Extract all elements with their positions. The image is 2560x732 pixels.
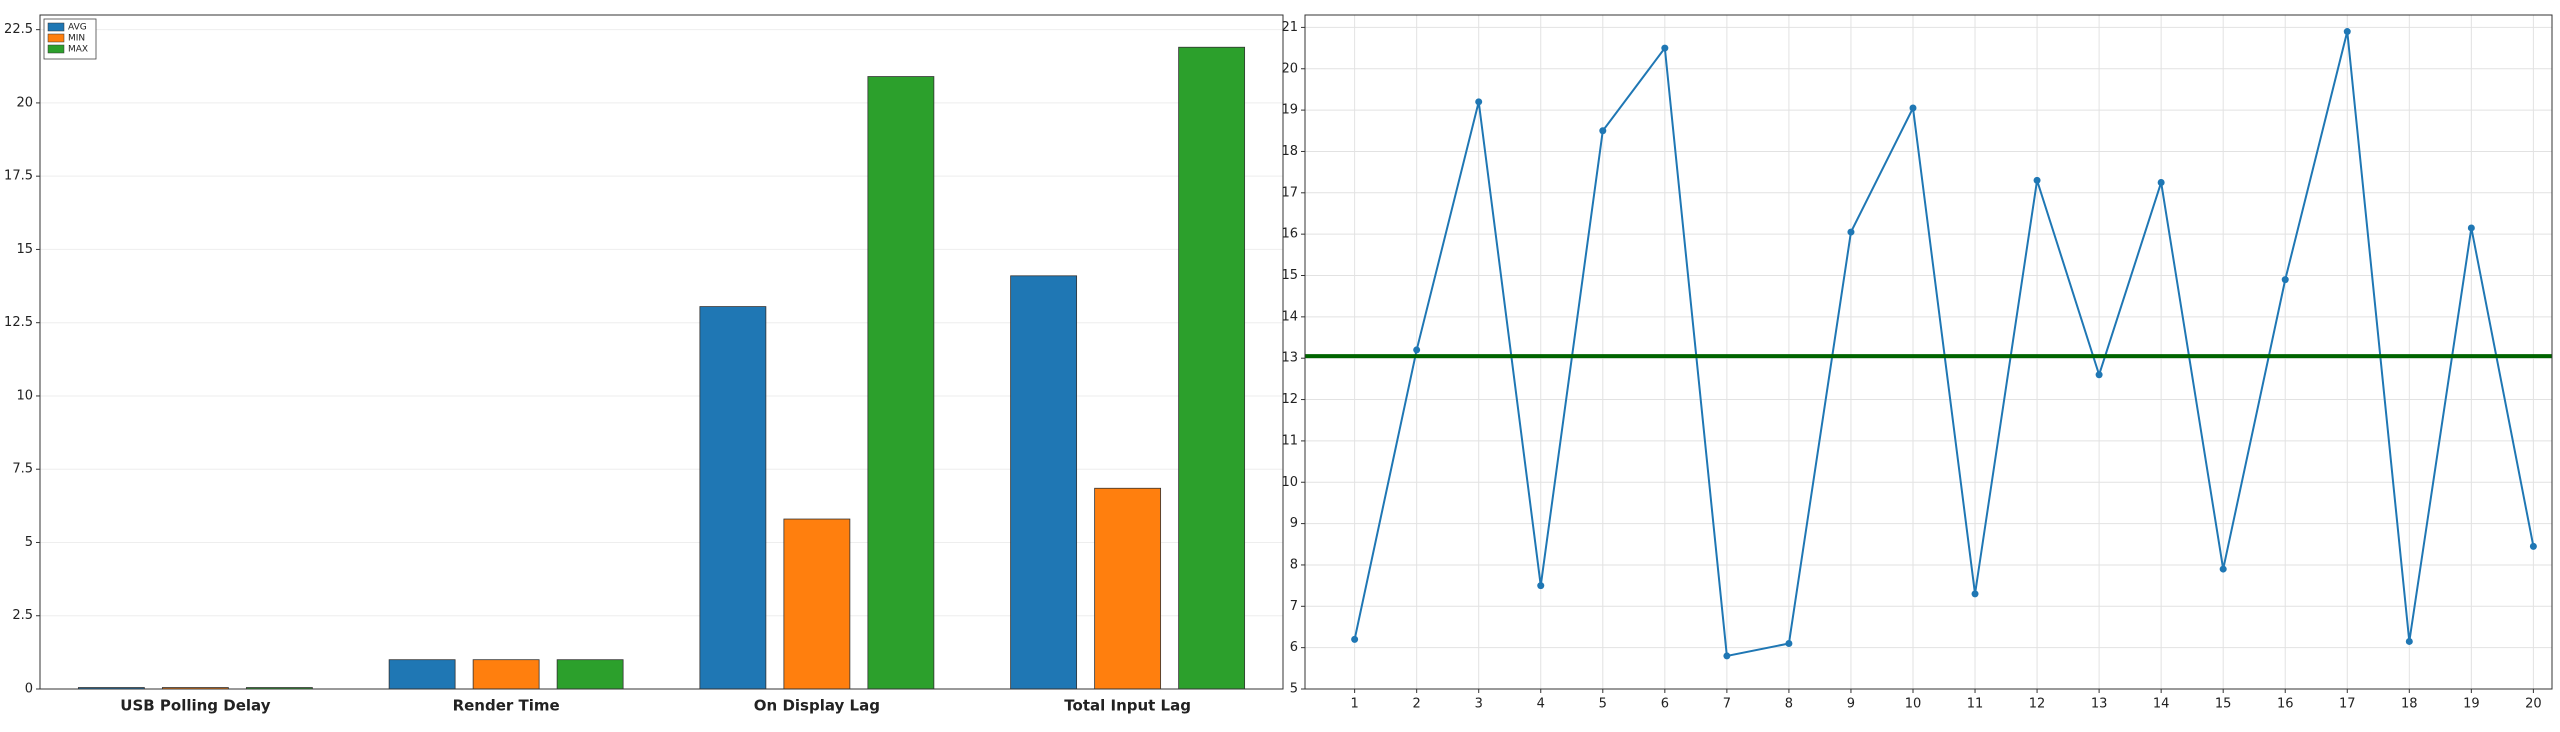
y-tick-label: 17 [1281, 185, 1298, 200]
bar [783, 518, 851, 690]
y-tick-label: 9 [1290, 516, 1298, 531]
point [1351, 635, 1359, 643]
point [1661, 44, 1669, 52]
point [2095, 371, 2103, 379]
point [1847, 228, 1855, 236]
x-tick-label: Render Time [453, 697, 560, 715]
y-tick-label: 14 [1281, 309, 1298, 324]
y-tick-label: 10 [16, 388, 33, 403]
point [1971, 590, 1979, 598]
bar [1178, 46, 1246, 690]
x-tick-label: 12 [2029, 697, 2046, 712]
x-tick-label: 5 [1599, 697, 1607, 712]
point [1475, 98, 1483, 106]
y-tick-label: 20 [1281, 61, 1298, 76]
x-tick-label: 13 [2091, 697, 2108, 712]
x-tick-label: Total Input Lag [1064, 697, 1191, 715]
point [1413, 346, 1421, 354]
point [2281, 276, 2289, 284]
x-tick-label: 10 [1905, 697, 1922, 712]
legend-label: AVG [68, 23, 87, 33]
y-tick-label: 2.5 [12, 608, 33, 623]
y-tick-label: 8 [1290, 557, 1298, 572]
legend-label: MIN [68, 34, 85, 44]
y-tick-label: 5 [1290, 682, 1298, 697]
plot-frame [39, 14, 1284, 690]
x-tick-label: 2 [1413, 697, 1421, 712]
legend-swatch [47, 22, 65, 32]
bar [388, 659, 456, 690]
y-tick-label: 7 [1290, 599, 1298, 614]
point [2033, 176, 2041, 184]
bar [1010, 275, 1078, 690]
y-tick-label: 15 [16, 242, 33, 257]
y-tick-label: 10 [1281, 475, 1298, 490]
x-tick-label: 14 [2153, 697, 2170, 712]
x-tick-label: 3 [1475, 697, 1483, 712]
point [2157, 178, 2165, 186]
y-tick-label: 12 [1281, 392, 1298, 407]
point [1537, 582, 1545, 590]
y-tick-label: 5 [25, 535, 33, 550]
y-tick-label: 16 [1281, 227, 1298, 242]
point [2405, 637, 2413, 645]
legend-swatch [47, 44, 65, 54]
x-tick-label: 1 [1350, 697, 1358, 712]
bar [867, 76, 935, 690]
y-tick-label: 0 [25, 682, 33, 697]
legend-swatch [47, 33, 65, 43]
y-tick-label: 21 [1281, 20, 1298, 35]
point [2219, 565, 2227, 573]
x-tick-label: 11 [1967, 697, 1984, 712]
point [1785, 640, 1793, 648]
y-tick-label: 12.5 [4, 315, 33, 330]
point [1723, 652, 1731, 660]
point [2467, 224, 2475, 232]
x-tick-label: On Display Lag [754, 697, 880, 715]
y-tick-label: 7.5 [12, 462, 33, 477]
bar [556, 659, 624, 690]
y-tick-label: 20 [16, 95, 33, 110]
x-tick-label: 19 [2463, 697, 2480, 712]
bar [1094, 487, 1162, 690]
x-tick-label: USB Polling Delay [120, 697, 270, 715]
point [1909, 104, 1917, 112]
x-tick-label: 7 [1723, 697, 1731, 712]
point [1599, 127, 1607, 135]
y-tick-label: 11 [1281, 433, 1298, 448]
x-tick-label: 9 [1847, 697, 1855, 712]
line-series [1353, 31, 2535, 658]
x-tick-label: 17 [2339, 697, 2356, 712]
x-tick-label: 6 [1661, 697, 1669, 712]
x-tick-label: 8 [1785, 697, 1793, 712]
y-tick-label: 13 [1281, 351, 1298, 366]
y-tick-label: 18 [1281, 144, 1298, 159]
y-tick-label: 15 [1281, 268, 1298, 283]
bar [699, 306, 767, 690]
point [2343, 28, 2351, 36]
legend-label: MAX [68, 45, 88, 55]
x-tick-label: 20 [2525, 697, 2542, 712]
y-tick-label: 17.5 [4, 169, 33, 184]
x-tick-label: 16 [2277, 697, 2294, 712]
x-tick-label: 15 [2215, 697, 2232, 712]
bar [472, 659, 540, 690]
y-tick-label: 22.5 [4, 22, 33, 37]
y-tick-label: 6 [1290, 640, 1298, 655]
x-tick-label: 4 [1537, 697, 1545, 712]
y-tick-label: 19 [1281, 103, 1298, 118]
x-tick-label: 18 [2401, 697, 2418, 712]
point [2529, 542, 2537, 550]
plot-frame [1304, 14, 2553, 690]
